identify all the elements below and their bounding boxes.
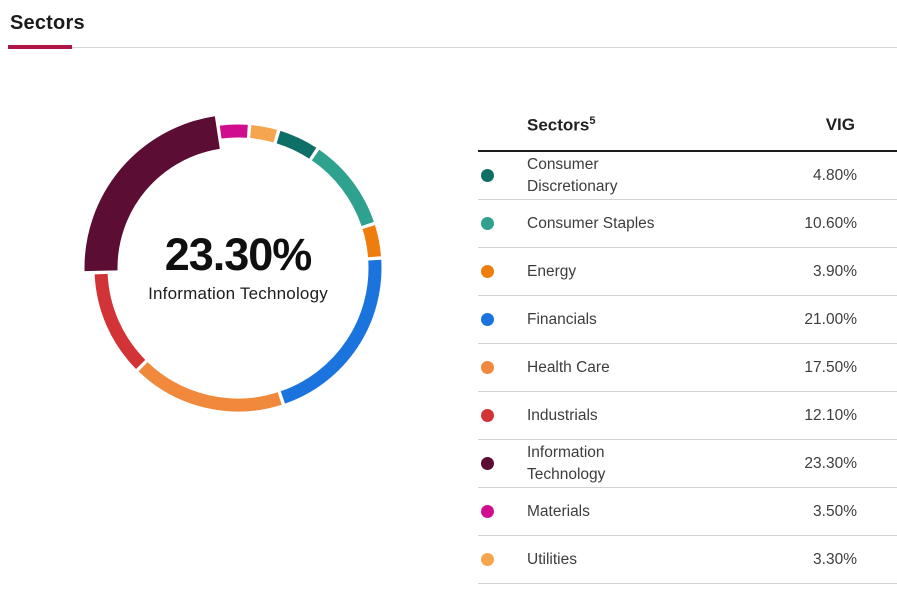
table-row-financials[interactable]: Financials 21.00% [478,296,897,344]
donut-segment-consumer-staples[interactable] [311,149,374,227]
table-header-row: Sectors5 VIG [478,100,897,152]
sector-label: Materials [527,502,590,520]
sectors-table: Sectors5 VIG Consumer Discretionary 4.80%… [478,100,897,584]
legend-dot-icon [481,217,494,230]
donut-segment-financials[interactable] [280,259,382,404]
donut-segment-industrials[interactable] [94,273,146,369]
table-row-health-care[interactable]: Health Care 17.50% [478,344,897,392]
donut-chart[interactable] [73,103,403,433]
sector-value: 12.10% [804,406,857,424]
legend-dot-icon [481,313,494,326]
sector-label: Health Care [527,358,610,376]
sector-label: Energy [527,262,577,280]
donut-segment-materials[interactable] [219,124,248,139]
table-row-consumer-discretionary[interactable]: Consumer Discretionary 4.80% [478,152,897,200]
legend-dot-icon [481,361,494,374]
table-row-industrials[interactable]: Industrials 12.10% [478,392,897,440]
sector-value: 3.50% [813,502,857,520]
table-header-sectors-footnote-marker: 5 [589,114,596,127]
table-row-consumer-staples[interactable]: Consumer Staples 10.60% [478,200,897,248]
table-row-utilities[interactable]: Utilities 3.30% [478,536,897,584]
donut-segment-health-care[interactable] [138,362,282,412]
table-row-materials[interactable]: Materials 3.50% [478,488,897,536]
legend-dot-icon [481,553,494,566]
donut-segment-consumer-discretionary[interactable] [276,130,317,159]
sector-value: 17.50% [804,358,857,376]
sector-value: 3.90% [813,262,857,280]
sector-value: 3.30% [813,550,857,568]
sector-label: Industrials [527,406,598,424]
title-divider [8,47,897,48]
sector-label: Consumer Staples [527,214,655,232]
donut-segment-utilities[interactable] [249,125,278,143]
sector-value: 23.30% [804,454,857,472]
table-header-sectors-label: Sectors [527,115,590,135]
table-body: Consumer Discretionary 4.80% Consumer Stap… [478,152,897,584]
sector-label: Information Technology [527,443,606,483]
donut-segment-information-technology[interactable] [84,116,221,272]
table-row-energy[interactable]: Energy 3.90% [478,248,897,296]
legend-dot-icon [481,409,494,422]
donut-chart-area: 23.30% Information Technology [73,103,403,433]
donut-segment-energy[interactable] [362,225,382,258]
table-header-vig: VIG [825,115,855,134]
table-row-information-technology[interactable]: Information Technology 23.30% [478,440,897,488]
sector-label: Financials [527,310,597,328]
sector-value: 10.60% [804,214,857,232]
title-divider-accent [8,45,72,49]
sector-label: Utilities [527,550,577,568]
sector-label: Consumer Discretionary [527,155,618,195]
legend-dot-icon [481,457,494,470]
sector-value: 4.80% [813,166,857,184]
legend-dot-icon [481,265,494,278]
legend-dot-icon [481,505,494,518]
sector-value: 21.00% [804,310,857,328]
table-header-sectors: Sectors5 [527,115,596,136]
page-title: Sectors [10,12,85,34]
legend-dot-icon [481,169,494,182]
